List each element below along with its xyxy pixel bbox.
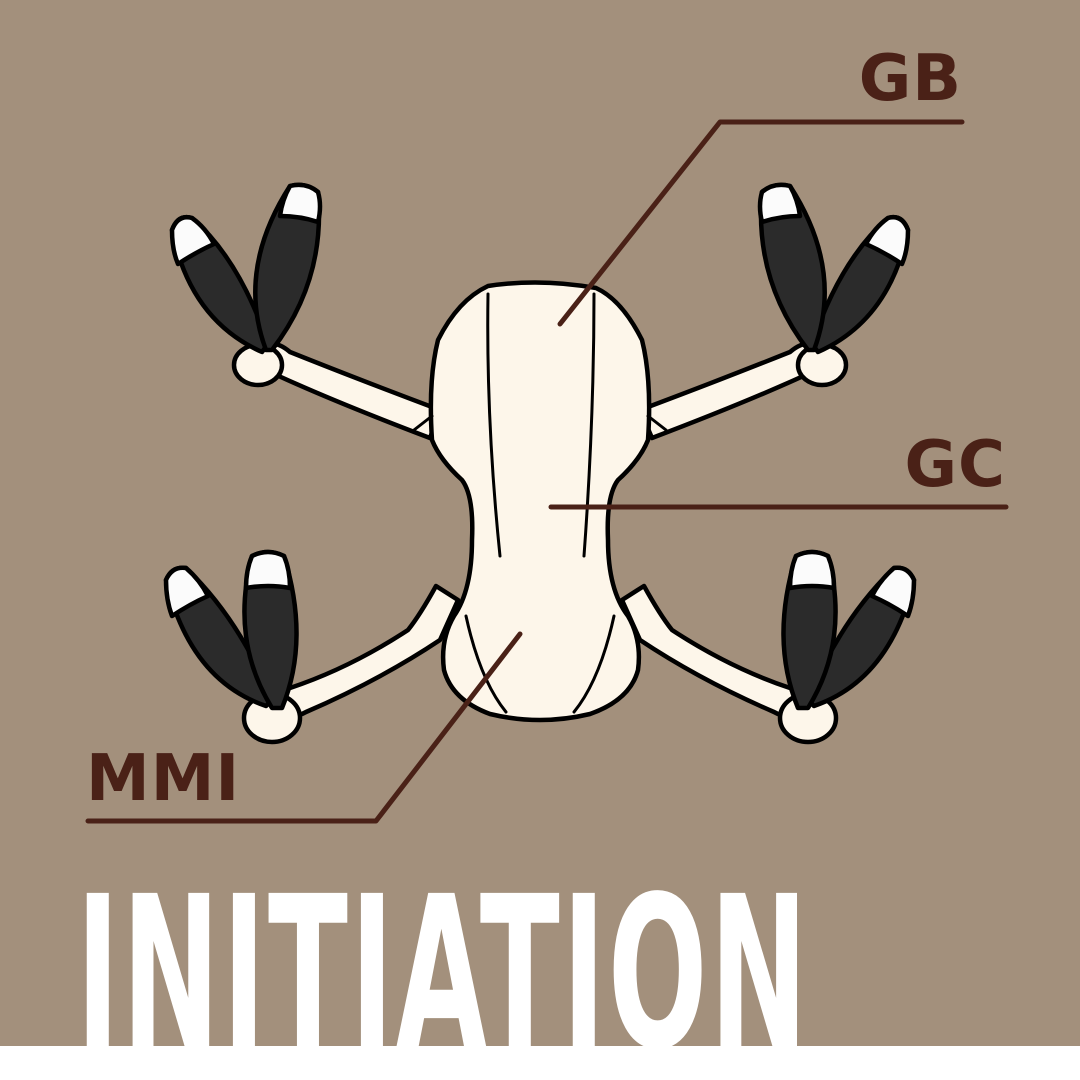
arm-rear-right xyxy=(619,583,805,719)
propeller-front-right xyxy=(757,182,911,355)
label-gc: GC xyxy=(905,428,1007,502)
arm-rear-left xyxy=(275,583,461,719)
callout-line-gb xyxy=(557,119,965,327)
arm-front-right xyxy=(637,340,826,441)
label-gb: GB xyxy=(859,42,962,116)
callout-line-mmi xyxy=(85,631,523,824)
motor-hubs xyxy=(231,342,849,745)
drone-body xyxy=(412,280,668,723)
callouts xyxy=(85,119,1009,824)
bottom-strip xyxy=(0,1046,1080,1080)
propeller-rear-right xyxy=(781,549,917,711)
page-title: INITIATION xyxy=(76,851,810,1080)
fuselage xyxy=(428,280,652,723)
arm-front-left xyxy=(255,340,443,441)
propellers xyxy=(163,182,917,711)
propeller-front-left xyxy=(169,182,323,355)
drone-arms xyxy=(255,340,826,719)
propeller-rear-left xyxy=(163,549,299,711)
label-mmi: MMI xyxy=(86,742,240,816)
